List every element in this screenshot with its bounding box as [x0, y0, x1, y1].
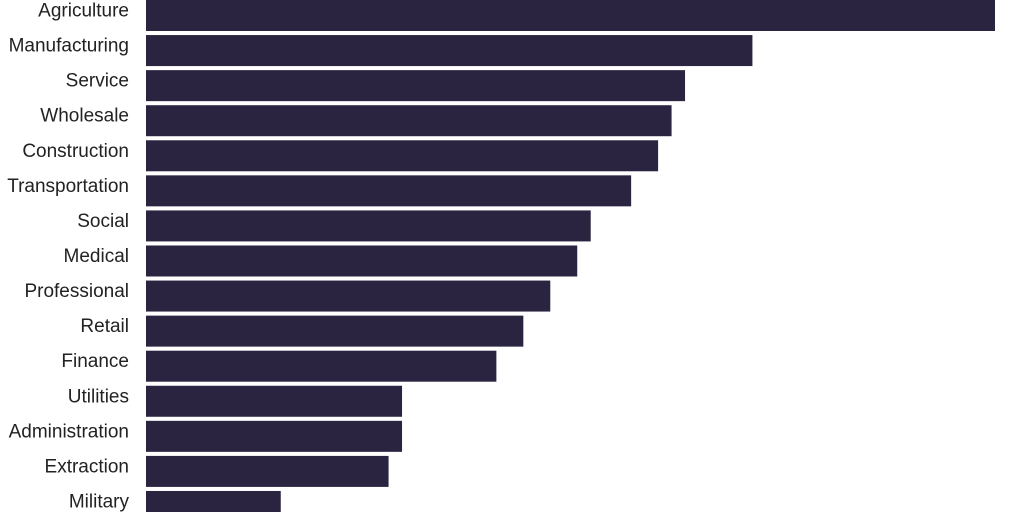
category-label-retail: Retail	[80, 316, 129, 337]
category-label-transportation: Transportation	[7, 176, 129, 197]
category-label-wholesale: Wholesale	[40, 106, 129, 127]
bar-medical	[146, 245, 578, 277]
bar-construction	[146, 140, 659, 172]
category-label-professional: Professional	[24, 281, 129, 302]
category-label-administration: Administration	[9, 421, 129, 442]
bar-retail	[146, 315, 524, 347]
category-labels: Agriculture Manufacturing Service Wholesale…	[7, 1, 129, 512]
bar-manufacturing	[146, 35, 753, 67]
bar-transportation	[146, 175, 632, 207]
bar-service	[146, 70, 686, 102]
category-label-manufacturing: Manufacturing	[9, 36, 129, 57]
bars-group	[146, 0, 995, 512]
category-label-medical: Medical	[64, 246, 129, 267]
bar-professional	[146, 280, 551, 312]
category-label-service: Service	[66, 71, 129, 92]
category-label-agriculture: Agriculture	[38, 1, 129, 22]
category-label-extraction: Extraction	[45, 456, 129, 477]
bar-extraction	[146, 455, 389, 487]
category-label-utilities: Utilities	[68, 386, 129, 407]
category-label-military: Military	[69, 491, 130, 512]
category-label-finance: Finance	[61, 351, 129, 372]
bar-finance	[146, 350, 497, 382]
bar-agriculture	[146, 0, 995, 31]
bar-utilities	[146, 385, 403, 417]
bar-wholesale	[146, 105, 672, 137]
category-label-social: Social	[77, 211, 129, 232]
bar-military	[146, 490, 281, 512]
bar-administration	[146, 420, 403, 452]
bar-social	[146, 210, 591, 242]
category-label-construction: Construction	[22, 141, 129, 162]
